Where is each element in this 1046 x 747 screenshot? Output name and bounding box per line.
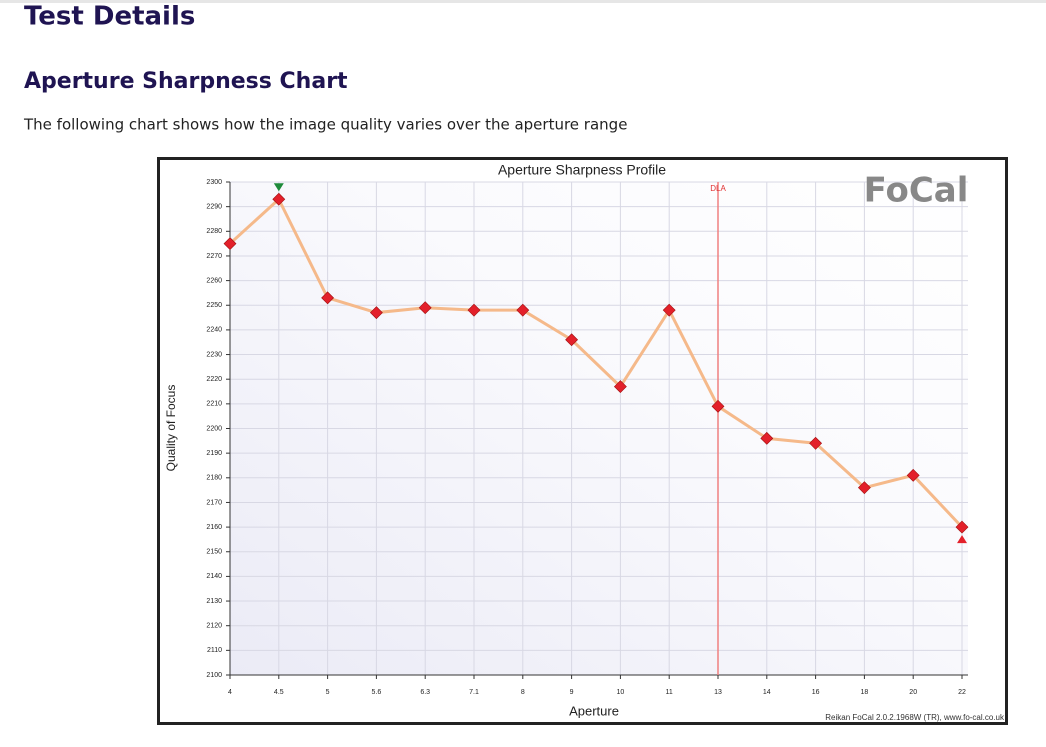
- data-marker: [711, 399, 725, 413]
- y-tick-label: 2110: [207, 647, 222, 654]
- y-tick-label: 2240: [206, 327, 222, 334]
- y-tick-label: 2200: [206, 425, 222, 432]
- y-tick-label: 2150: [206, 549, 222, 556]
- data-marker: [418, 301, 432, 315]
- data-marker: [565, 333, 579, 347]
- y-tick-label: 2170: [206, 499, 222, 506]
- x-tick-label: 14: [763, 689, 771, 696]
- y-tick-label: 2190: [206, 450, 222, 457]
- y-tick-label: 2140: [206, 573, 222, 580]
- description: The following chart shows how the image …: [23, 116, 627, 134]
- data-marker: [516, 303, 530, 317]
- data-marker: [272, 192, 286, 206]
- data-marker: [760, 431, 774, 445]
- data-marker: [321, 291, 335, 305]
- x-tick-label: 4: [228, 689, 232, 696]
- chart-title: Aperture Sharpness Profile: [498, 162, 666, 178]
- page-title: Test Details: [24, 2, 195, 32]
- x-tick-label: 10: [617, 689, 625, 696]
- y-tick-label: 2230: [206, 351, 222, 358]
- x-tick-label: 6.3: [420, 689, 430, 696]
- x-tick-label: 22: [958, 689, 966, 696]
- y-tick-label: 2100: [206, 672, 222, 679]
- data-marker: [613, 380, 627, 394]
- y-tick-label: 2210: [206, 401, 222, 408]
- min-indicator: [957, 535, 967, 544]
- x-tick-label: 11: [666, 689, 673, 696]
- data-marker: [857, 481, 871, 495]
- top-bar: [0, 0, 1046, 3]
- x-axis-label: Aperture: [569, 703, 619, 718]
- data-marker: [369, 306, 383, 320]
- x-tick-label: 20: [909, 689, 917, 696]
- max-indicator: [273, 183, 284, 192]
- y-tick-label: 2250: [206, 302, 222, 309]
- y-axis-label: Quality of Focus: [164, 385, 178, 472]
- y-tick-label: 2280: [206, 228, 222, 235]
- footer: Reikan FoCal 2.0.2.1968W (TR), www.fo-ca…: [825, 713, 1005, 722]
- data-marker: [662, 303, 676, 317]
- y-tick-label: 2180: [206, 475, 222, 482]
- section-title: Aperture Sharpness Chart: [24, 69, 348, 94]
- y-tick-label: 2220: [206, 376, 222, 383]
- data-line: [228, 197, 964, 529]
- data-marker: [223, 237, 237, 251]
- y-tick-label: 2290: [206, 203, 222, 210]
- x-tick-label: 18: [861, 689, 869, 696]
- x-tick-label: 13: [714, 689, 722, 696]
- y-tick-label: 2160: [206, 524, 222, 531]
- x-tick-label: 5: [326, 689, 330, 696]
- data-marker: [809, 436, 823, 450]
- y-tick-label: 2120: [206, 623, 222, 630]
- logo: FoCal: [864, 171, 969, 211]
- x-tick-label: 5.6: [372, 689, 382, 696]
- dla-label: DLA: [710, 184, 726, 193]
- data-marker: [467, 303, 481, 317]
- x-tick-label: 16: [812, 689, 820, 696]
- x-tick-label: 4.5: [274, 689, 284, 696]
- y-tick-label: 2270: [206, 253, 222, 260]
- x-tick-label: 7.1: [469, 689, 479, 696]
- data-marker: [906, 468, 920, 482]
- x-tick-label: 9: [570, 689, 574, 696]
- data-marker: [955, 520, 969, 534]
- y-tick-label: 2300: [206, 179, 222, 186]
- y-tick-label: 2130: [206, 598, 222, 605]
- x-tick-label: 8: [521, 689, 525, 696]
- y-tick-label: 2260: [206, 277, 222, 284]
- chart: 2100 2110 2120 2130 2140 2150 2160 2170 2180 2190…: [206, 179, 969, 696]
